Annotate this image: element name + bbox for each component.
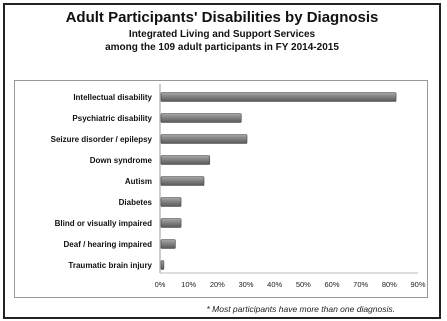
x-tick-label: 20% bbox=[210, 280, 225, 289]
bar bbox=[160, 155, 211, 165]
bar bbox=[160, 176, 205, 186]
bar bbox=[160, 218, 182, 228]
bar bbox=[160, 113, 242, 123]
chart-subtitle-line2: among the 109 adult participants in FY 2… bbox=[105, 42, 339, 53]
x-tick-label: 40% bbox=[267, 280, 282, 289]
x-tick-label: 90% bbox=[410, 280, 425, 289]
x-tick-label: 70% bbox=[353, 280, 368, 289]
chart-title: Adult Participants' Disabilities by Diag… bbox=[65, 9, 379, 26]
bar bbox=[160, 260, 165, 270]
bar bbox=[160, 92, 397, 102]
bar bbox=[160, 197, 182, 207]
x-tick-label: 60% bbox=[324, 280, 339, 289]
x-tick-label: 30% bbox=[238, 280, 253, 289]
x-tick-label: 0% bbox=[155, 280, 166, 289]
category-label: Deaf / hearing impaired bbox=[64, 240, 153, 249]
category-label: Autism bbox=[125, 177, 152, 186]
x-tick-label: 10% bbox=[181, 280, 196, 289]
chart-footnote: * Most participants have more than one d… bbox=[206, 304, 395, 314]
x-tick-label: 80% bbox=[382, 280, 397, 289]
bar bbox=[160, 239, 176, 249]
category-label: Diabetes bbox=[119, 198, 153, 207]
category-label: Intellectual disability bbox=[73, 93, 152, 102]
x-tick-label: 50% bbox=[296, 280, 311, 289]
category-label: Psychiatric disability bbox=[72, 114, 152, 123]
category-label: Blind or visually impaired bbox=[55, 219, 152, 228]
chart-subtitle-line1: Integrated Living and Support Services bbox=[128, 29, 316, 40]
category-label: Seizure disorder / epilepsy bbox=[51, 135, 153, 144]
category-label: Down syndrome bbox=[90, 156, 153, 165]
bar bbox=[160, 134, 248, 144]
category-label: Traumatic brain injury bbox=[68, 261, 152, 270]
